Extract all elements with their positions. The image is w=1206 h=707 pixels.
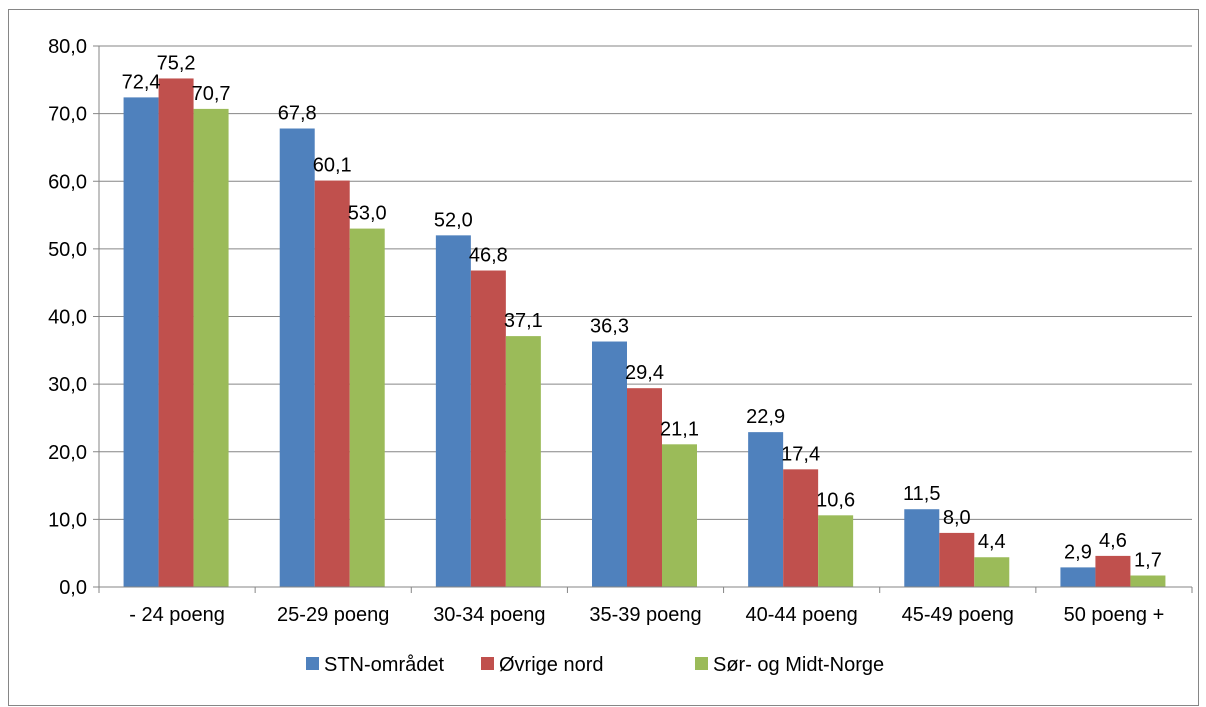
bar-1-1	[123, 97, 159, 588]
data-label: 17,4	[781, 443, 820, 465]
bar-1-2	[279, 128, 315, 587]
bar-3-7	[1130, 575, 1166, 587]
x-tick-label: 25-29 poeng	[277, 604, 389, 626]
data-label: 11,5	[903, 483, 940, 505]
legend-label: Sør- og Midt-Norge	[713, 654, 884, 676]
y-tick-label: 10,0	[48, 509, 87, 531]
x-tick-label: 45-49 poeng	[902, 604, 1014, 626]
bar-2-6	[939, 532, 975, 587]
data-label: 36,3	[590, 316, 629, 338]
data-label: 22,9	[746, 406, 785, 428]
data-label: 52,0	[434, 209, 473, 231]
bar-2-7	[1095, 555, 1131, 587]
y-tick-label: 30,0	[48, 374, 87, 396]
y-tick-label: 40,0	[48, 307, 87, 329]
legend-label: Øvrige nord	[499, 654, 604, 676]
x-tick-label: - 24 poeng	[129, 604, 225, 626]
bar-1-7	[1060, 567, 1096, 587]
data-label: 4,6	[1099, 530, 1127, 552]
y-tick-label: 80,0	[48, 36, 87, 58]
data-label: 29,4	[625, 362, 664, 384]
data-label: 21,1	[660, 418, 699, 440]
y-tick-label: 60,0	[48, 171, 87, 193]
bar-2-2	[314, 180, 350, 588]
data-label: 10,6	[816, 489, 855, 511]
data-label: 53,0	[348, 203, 387, 225]
bar-3-4	[662, 444, 697, 587]
y-tick-label: 20,0	[48, 442, 87, 464]
bar-1-6	[904, 509, 940, 587]
bars	[123, 78, 1166, 588]
bar-1-3	[435, 235, 471, 587]
bar-2-5	[783, 469, 819, 587]
bar-3-3	[505, 336, 541, 587]
bar-chart: 0,0 10,0 20,0 30,0 40,0 50,0 60,0 70,0 80,0 - 24 …	[48, 36, 1193, 676]
data-label: 1,7	[1134, 550, 1162, 572]
bar-1-5	[748, 432, 784, 587]
legend-swatch	[481, 657, 494, 670]
bar-2-1	[158, 78, 194, 588]
y-tick-label: 50,0	[48, 239, 87, 261]
bar-3-5	[818, 515, 854, 587]
bar-2-3	[470, 270, 506, 587]
bar-2-4	[627, 388, 662, 587]
x-tick-label: 35-39 poeng	[589, 604, 701, 626]
bar-3-6	[974, 557, 1010, 587]
data-label: 2,9	[1064, 541, 1092, 563]
y-tick-label: 0,0	[59, 577, 87, 599]
legend-label: STN-området	[324, 654, 444, 676]
y-tick-label: 70,0	[48, 104, 87, 126]
data-label: 75,2	[157, 52, 196, 74]
x-tick-label: 40-44 poeng	[745, 604, 857, 626]
legend-swatch	[306, 657, 319, 670]
data-labels: 72,475,2 70,7 67,8 60,1 53,0 52,0 46,8 37,1 36,3…	[122, 52, 1162, 571]
data-label: 60,1	[313, 155, 352, 177]
data-label: 37,1	[504, 310, 543, 332]
data-label: 4,4	[978, 531, 1006, 553]
legend-swatch	[695, 657, 708, 670]
data-label: 46,8	[469, 245, 508, 267]
data-label: 70,7	[192, 83, 231, 105]
axes: 0,0 10,0 20,0 30,0 40,0 50,0 60,0 70,0 80,0 - 24 …	[48, 36, 1193, 626]
chart-frame: 0,0 10,0 20,0 30,0 40,0 50,0 60,0 70,0 80,0 - 24 …	[8, 9, 1199, 706]
legend: STN-området Øvrige nord Sør- og Midt-Norge	[306, 654, 884, 676]
x-tick-label: 50 poeng +	[1064, 604, 1165, 626]
x-tick-label: 30-34 poeng	[433, 604, 545, 626]
bar-3-2	[349, 228, 385, 587]
data-label: 72,4	[122, 71, 161, 93]
data-label: 67,8	[278, 103, 317, 125]
bar-3-1	[193, 108, 229, 588]
data-label: 8,0	[943, 507, 971, 529]
bar-1-4	[592, 341, 627, 587]
